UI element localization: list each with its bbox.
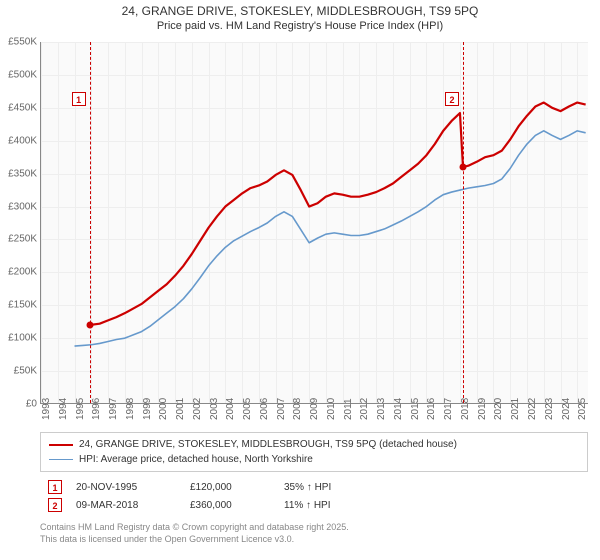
x-tick-label: 1996 (91, 406, 102, 420)
y-tick-label: £550K (1, 37, 37, 48)
marker-box-2: 2 (445, 92, 459, 106)
chart-plot-area: £0£50K£100K£150K£200K£250K£300K£350K£400… (40, 42, 588, 404)
datapoint-date-1: 20-NOV-1995 (76, 482, 176, 493)
x-tick-label: 2013 (376, 406, 387, 420)
y-tick-label: £250K (1, 234, 37, 245)
series-line-price_paid (90, 103, 586, 325)
x-tick-label: 2018 (460, 406, 471, 420)
x-tick-label: 2011 (343, 406, 354, 420)
y-tick-label: £200K (1, 267, 37, 278)
legend-swatch-series2 (49, 459, 73, 460)
y-tick-label: £400K (1, 135, 37, 146)
x-tick-label: 2019 (477, 406, 488, 420)
x-tick-label: 2014 (393, 406, 404, 420)
footer-line1: Contains HM Land Registry data © Crown c… (40, 522, 588, 534)
datapoint-price-2: £360,000 (190, 500, 270, 511)
chart-title-line1: 24, GRANGE DRIVE, STOKESLEY, MIDDLESBROU… (0, 4, 600, 20)
x-tick-label: 2001 (175, 406, 186, 420)
x-tick-label: 2003 (209, 406, 220, 420)
x-tick-label: 1999 (142, 406, 153, 420)
x-tick-label: 2023 (544, 406, 555, 420)
marker-dot-1 (86, 322, 93, 329)
x-tick-label: 2002 (192, 406, 203, 420)
footer-line2: This data is licensed under the Open Gov… (40, 534, 588, 546)
x-tick-label: 2006 (259, 406, 270, 420)
datapoint-price-1: £120,000 (190, 482, 270, 493)
x-tick-label: 2000 (158, 406, 169, 420)
marker-line-1 (90, 42, 91, 403)
x-tick-label: 2020 (493, 406, 504, 420)
y-tick-label: £50K (1, 366, 37, 377)
marker-line-2 (463, 42, 464, 403)
datapoint-marker-1: 1 (48, 480, 62, 494)
x-tick-label: 2004 (225, 406, 236, 420)
x-tick-label: 2022 (527, 406, 538, 420)
y-tick-label: £100K (1, 333, 37, 344)
datapoint-row-2: 2 09-MAR-2018 £360,000 11% ↑ HPI (40, 496, 588, 514)
marker-dot-2 (459, 164, 466, 171)
x-tick-label: 1994 (58, 406, 69, 420)
x-tick-label: 2024 (561, 406, 572, 420)
marker-box-1: 1 (72, 92, 86, 106)
x-tick-label: 2008 (292, 406, 303, 420)
legend-label-series2: HPI: Average price, detached house, Nort… (79, 452, 313, 467)
legend-row-series1: 24, GRANGE DRIVE, STOKESLEY, MIDDLESBROU… (49, 437, 579, 452)
x-tick-label: 2017 (443, 406, 454, 420)
y-tick-label: £300K (1, 201, 37, 212)
x-tick-label: 1998 (125, 406, 136, 420)
legend-box: 24, GRANGE DRIVE, STOKESLEY, MIDDLESBROU… (40, 432, 588, 472)
datapoint-hpi-2: 11% ↑ HPI (284, 500, 374, 511)
footer-attribution: Contains HM Land Registry data © Crown c… (40, 522, 588, 545)
x-tick-label: 2005 (242, 406, 253, 420)
chart-container: 24, GRANGE DRIVE, STOKESLEY, MIDDLESBROU… (0, 0, 600, 560)
x-tick-label: 2016 (426, 406, 437, 420)
datapoint-date-2: 09-MAR-2018 (76, 500, 176, 511)
y-tick-label: £150K (1, 300, 37, 311)
y-tick-label: £0 (1, 399, 37, 410)
chart-svg (41, 42, 589, 404)
legend-label-series1: 24, GRANGE DRIVE, STOKESLEY, MIDDLESBROU… (79, 437, 457, 452)
x-tick-label: 2025 (577, 406, 588, 420)
chart-title-line2: Price paid vs. HM Land Registry's House … (0, 20, 600, 32)
x-tick-label: 2021 (510, 406, 521, 420)
legend-swatch-series1 (49, 444, 73, 446)
series-line-hpi (75, 131, 586, 346)
x-tick-label: 1995 (75, 406, 86, 420)
x-tick-label: 1993 (41, 406, 52, 420)
datapoint-hpi-1: 35% ↑ HPI (284, 482, 374, 493)
x-tick-label: 2007 (276, 406, 287, 420)
x-tick-label: 2009 (309, 406, 320, 420)
y-tick-label: £500K (1, 69, 37, 80)
datapoint-marker-2: 2 (48, 498, 62, 512)
x-tick-label: 1997 (108, 406, 119, 420)
legend-row-series2: HPI: Average price, detached house, Nort… (49, 452, 579, 467)
title-block: 24, GRANGE DRIVE, STOKESLEY, MIDDLESBROU… (0, 0, 600, 34)
y-tick-label: £450K (1, 102, 37, 113)
x-tick-label: 2010 (326, 406, 337, 420)
datapoint-table: 1 20-NOV-1995 £120,000 35% ↑ HPI 2 09-MA… (40, 478, 588, 514)
y-tick-label: £350K (1, 168, 37, 179)
datapoint-row-1: 1 20-NOV-1995 £120,000 35% ↑ HPI (40, 478, 588, 496)
x-tick-label: 2012 (359, 406, 370, 420)
x-tick-label: 2015 (410, 406, 421, 420)
